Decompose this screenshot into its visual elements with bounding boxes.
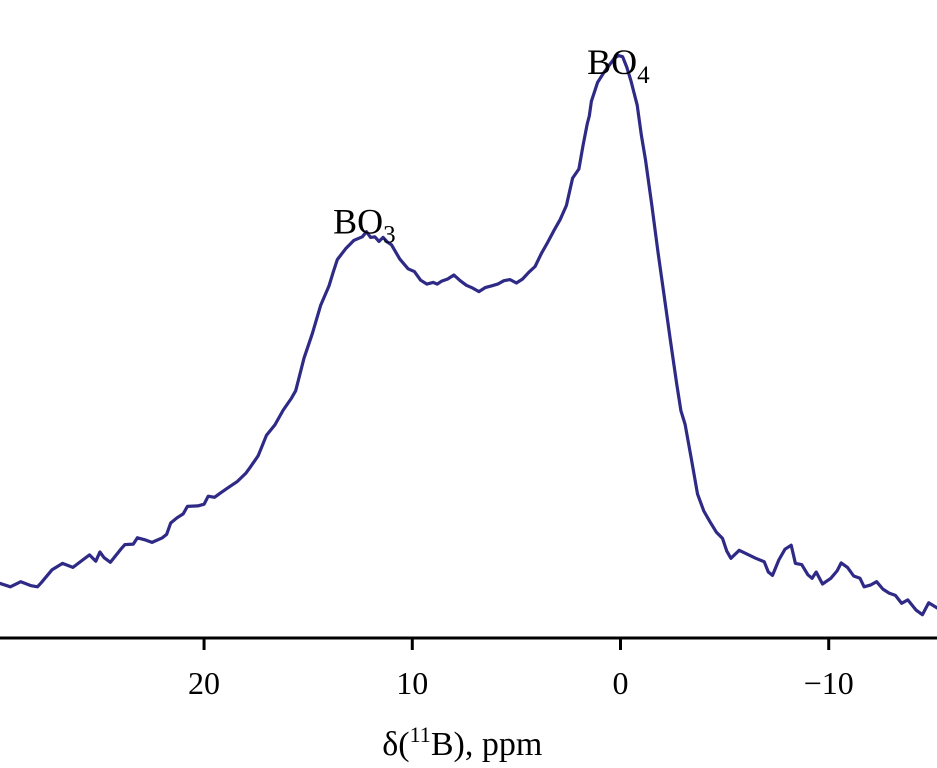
x-axis-title-superscript: 11 — [410, 722, 431, 747]
peak-label-bo4-base: BO — [587, 42, 637, 82]
x-tick-label: 0 — [613, 665, 629, 701]
peak-label-bo3: BO3 — [333, 201, 396, 248]
x-axis-title: δ(11B), ppm — [382, 722, 542, 763]
x-tick-label: 10 — [396, 665, 428, 701]
spectrum-curve-layer — [0, 53, 937, 617]
peak-label-bo4: BO4 — [587, 42, 650, 89]
x-axis-title-prefix: δ( — [382, 726, 409, 763]
peak-label-bo3-subscript: 3 — [383, 221, 396, 248]
x-tick-label: 20 — [188, 665, 220, 701]
x-tick-label: −10 — [804, 665, 854, 701]
x-axis-ticks: 20 10 0 −10 — [188, 638, 854, 701]
x-axis-title-suffix: B), ppm — [431, 726, 542, 763]
spectrum-line-series-0 — [0, 53, 937, 617]
peak-label-bo3-base: BO — [333, 201, 383, 241]
peak-label-bo4-subscript: 4 — [637, 62, 650, 89]
